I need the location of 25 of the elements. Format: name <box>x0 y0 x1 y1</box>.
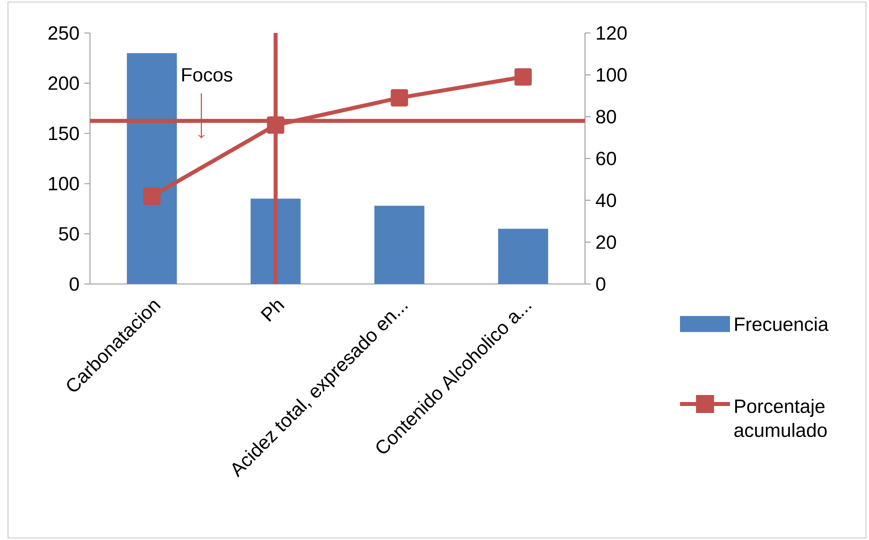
legend-label: Porcentaje acumulado <box>734 398 827 438</box>
y-tick-label: 100 <box>49 176 79 190</box>
y2-tick-label: 40 <box>596 194 616 208</box>
bar <box>374 206 424 284</box>
y2-tick-label: 0 <box>596 277 606 291</box>
bar <box>498 228 548 284</box>
annotation: Focos <box>182 68 232 82</box>
y-tick-label: 150 <box>49 126 79 140</box>
point <box>390 89 408 107</box>
legend-label: Frecuencia <box>735 316 829 332</box>
y2-tick-label: 20 <box>596 235 616 249</box>
y-tick-label: 200 <box>48 76 79 90</box>
y2-tick-label: 100 <box>596 68 627 82</box>
y-tick-label: 50 <box>59 227 79 241</box>
point <box>143 187 161 205</box>
x-tick-label: Ph <box>260 300 285 322</box>
y2-tick-label: 120 <box>596 26 627 40</box>
y-tick-label: 0 <box>70 277 79 291</box>
point <box>514 68 532 86</box>
bar <box>126 53 177 284</box>
y2-tick-label: 80 <box>596 110 616 124</box>
y2-tick-label: 60 <box>596 152 616 166</box>
y-tick-label: 250 <box>48 26 79 40</box>
bar <box>250 198 301 284</box>
point <box>266 116 284 134</box>
